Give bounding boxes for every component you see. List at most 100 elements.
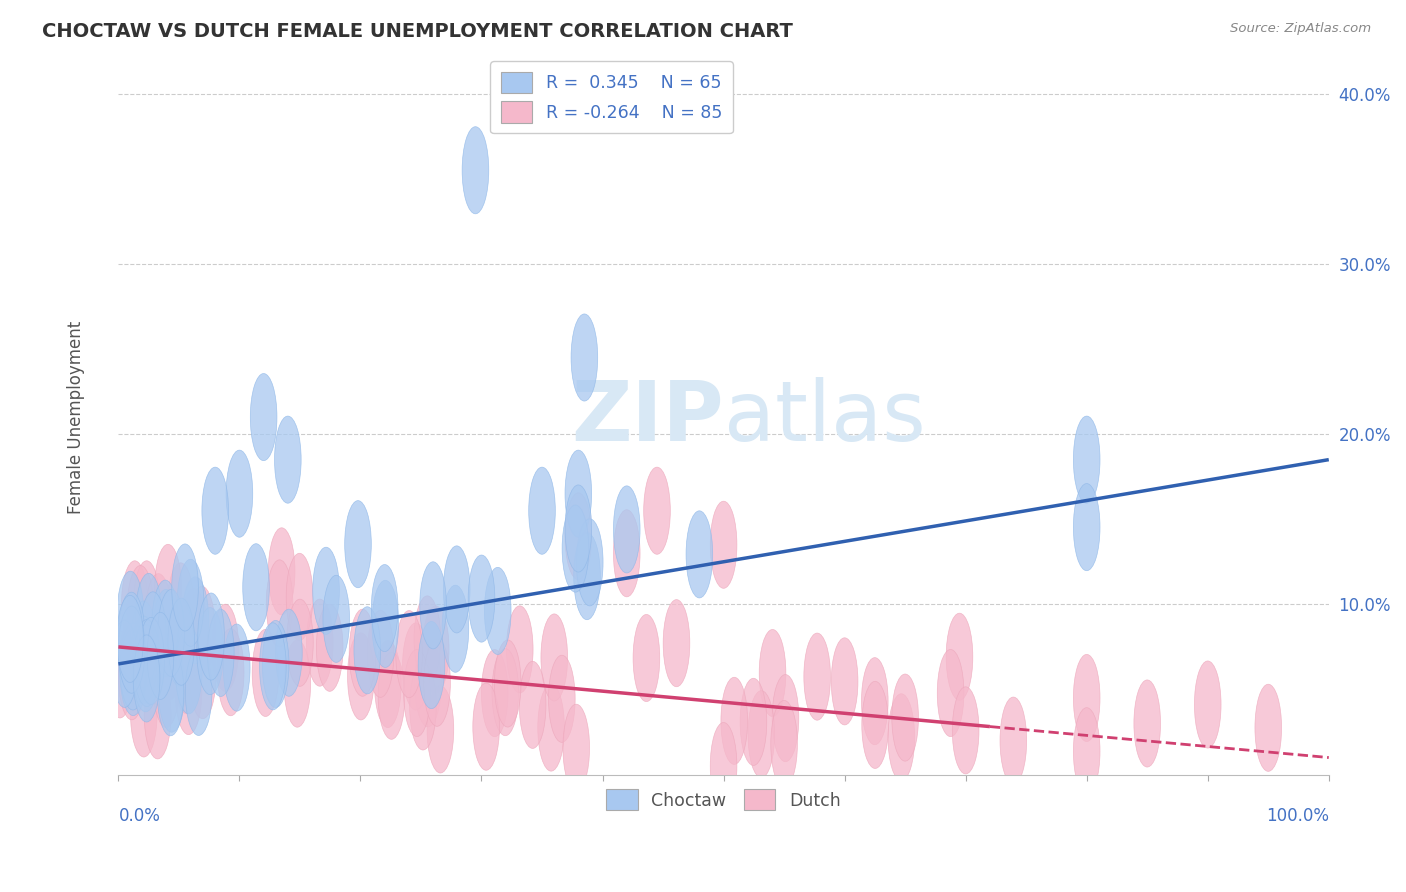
Text: CHOCTAW VS DUTCH FEMALE UNEMPLOYMENT CORRELATION CHART: CHOCTAW VS DUTCH FEMALE UNEMPLOYMENT COR… [42, 22, 793, 41]
Ellipse shape [1195, 661, 1220, 748]
Ellipse shape [1073, 483, 1099, 571]
Ellipse shape [862, 657, 889, 745]
Ellipse shape [202, 467, 229, 554]
Ellipse shape [177, 559, 204, 647]
Ellipse shape [307, 599, 333, 686]
Ellipse shape [946, 613, 973, 700]
Ellipse shape [132, 624, 159, 712]
Ellipse shape [287, 599, 314, 686]
Ellipse shape [404, 649, 430, 737]
Text: 0.0%: 0.0% [118, 806, 160, 825]
Ellipse shape [463, 127, 489, 214]
Ellipse shape [131, 670, 157, 757]
Ellipse shape [481, 649, 508, 737]
Ellipse shape [148, 612, 174, 699]
Ellipse shape [138, 617, 165, 705]
Ellipse shape [710, 501, 737, 589]
Ellipse shape [121, 613, 148, 700]
Ellipse shape [155, 544, 181, 632]
Ellipse shape [1133, 680, 1160, 767]
Ellipse shape [269, 528, 295, 615]
Ellipse shape [172, 600, 198, 687]
Ellipse shape [889, 694, 915, 780]
Ellipse shape [686, 511, 713, 598]
Ellipse shape [422, 606, 449, 693]
Ellipse shape [287, 553, 312, 640]
Ellipse shape [276, 609, 302, 697]
Ellipse shape [772, 674, 799, 762]
Ellipse shape [891, 674, 918, 761]
Ellipse shape [135, 574, 162, 660]
Ellipse shape [159, 645, 186, 732]
Text: ZIP: ZIP [571, 376, 724, 458]
Ellipse shape [252, 630, 278, 716]
Ellipse shape [938, 649, 965, 737]
Ellipse shape [167, 599, 193, 687]
Ellipse shape [190, 632, 217, 719]
Ellipse shape [565, 450, 592, 537]
Ellipse shape [226, 450, 253, 537]
Ellipse shape [748, 690, 775, 778]
Ellipse shape [243, 544, 270, 631]
Ellipse shape [212, 604, 239, 691]
Ellipse shape [153, 590, 180, 677]
Text: Female Unemployment: Female Unemployment [67, 320, 84, 514]
Ellipse shape [186, 648, 212, 736]
Ellipse shape [152, 580, 179, 667]
Ellipse shape [127, 618, 153, 706]
Ellipse shape [485, 567, 510, 655]
Ellipse shape [145, 574, 172, 661]
Ellipse shape [134, 619, 160, 706]
Ellipse shape [150, 582, 177, 669]
Ellipse shape [613, 509, 640, 597]
Legend: Choctaw, Dutch: Choctaw, Dutch [599, 782, 848, 817]
Ellipse shape [506, 606, 533, 693]
Ellipse shape [427, 686, 454, 773]
Text: atlas: atlas [724, 376, 925, 458]
Ellipse shape [413, 596, 440, 683]
Ellipse shape [173, 627, 200, 714]
Ellipse shape [188, 586, 215, 673]
Ellipse shape [420, 562, 446, 648]
Ellipse shape [565, 485, 592, 572]
Ellipse shape [371, 565, 398, 652]
Text: Source: ZipAtlas.com: Source: ZipAtlas.com [1230, 22, 1371, 36]
Text: 100.0%: 100.0% [1265, 806, 1329, 825]
Ellipse shape [1073, 416, 1099, 503]
Ellipse shape [150, 607, 177, 694]
Ellipse shape [770, 700, 797, 788]
Ellipse shape [367, 610, 394, 698]
Ellipse shape [418, 622, 444, 708]
Ellipse shape [181, 577, 208, 664]
Ellipse shape [562, 704, 589, 791]
Ellipse shape [208, 609, 235, 697]
Ellipse shape [107, 631, 134, 718]
Ellipse shape [127, 566, 153, 653]
Ellipse shape [409, 663, 436, 750]
Ellipse shape [759, 630, 786, 716]
Ellipse shape [952, 687, 979, 774]
Ellipse shape [1256, 684, 1282, 772]
Ellipse shape [134, 561, 160, 648]
Ellipse shape [131, 616, 157, 703]
Ellipse shape [121, 561, 148, 648]
Ellipse shape [740, 678, 766, 765]
Ellipse shape [354, 607, 381, 694]
Ellipse shape [1073, 655, 1099, 741]
Ellipse shape [263, 621, 290, 707]
Ellipse shape [396, 610, 422, 698]
Ellipse shape [441, 585, 468, 673]
Ellipse shape [197, 607, 224, 695]
Ellipse shape [157, 612, 184, 699]
Ellipse shape [613, 486, 640, 573]
Ellipse shape [250, 374, 277, 460]
Ellipse shape [176, 627, 202, 714]
Ellipse shape [1000, 697, 1026, 784]
Ellipse shape [117, 571, 143, 658]
Ellipse shape [111, 620, 138, 707]
Ellipse shape [316, 604, 343, 691]
Ellipse shape [120, 623, 146, 710]
Ellipse shape [574, 533, 600, 620]
Ellipse shape [423, 640, 450, 726]
Ellipse shape [529, 467, 555, 554]
